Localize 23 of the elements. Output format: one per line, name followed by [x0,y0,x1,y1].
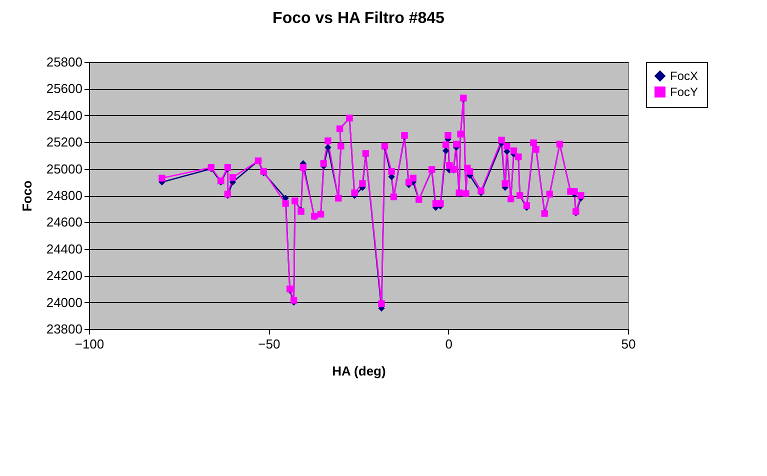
x-tick-label: −100 [74,336,104,352]
x-tick-label: 0 [445,336,452,352]
y-tick-label: 24400 [46,241,82,256]
y-tick-label: 24600 [46,214,82,230]
point [442,147,450,154]
y-tick-label: 25000 [46,161,82,176]
y-tick-label: 25600 [46,81,82,96]
y-tick-label: 25200 [46,134,82,150]
chart-title: Foco vs HA Filtro #845 [272,10,445,27]
point [324,144,332,151]
y-tick-label: 23800 [46,322,82,336]
legend-label: FocX [670,69,698,83]
point [504,148,510,155]
y-tick-label: 24800 [46,188,82,203]
legend-label: FocY [670,85,698,99]
x-tick-label: −50 [258,336,280,352]
x-axis-title: HA (deg) [332,364,386,378]
y-tick-label: 25400 [46,108,82,123]
y-tick-label: 24200 [46,268,82,284]
y-axis-title: Foco [19,180,34,212]
y-tick-label: 25800 [46,54,82,70]
x-tick-label: 50 [621,336,636,352]
y-tick-label: 24000 [46,294,82,310]
